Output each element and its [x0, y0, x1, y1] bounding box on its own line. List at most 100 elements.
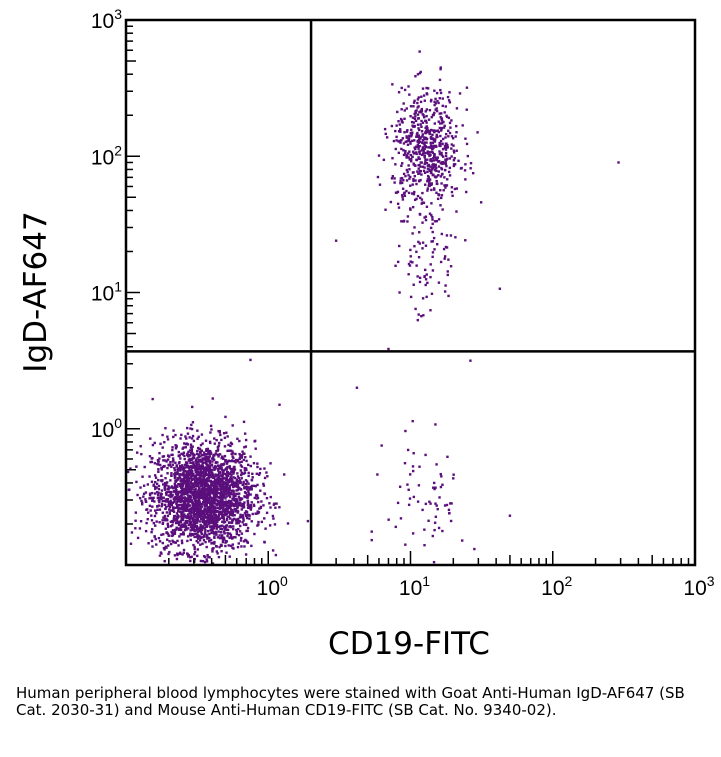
event-dot	[198, 481, 202, 485]
event-dot	[464, 163, 467, 166]
event-dot	[221, 478, 224, 482]
event-dot	[200, 494, 204, 497]
event-dot	[227, 443, 230, 447]
event-dot	[184, 442, 188, 446]
event-dot	[204, 530, 207, 533]
event-dot	[186, 481, 189, 484]
event-dot	[181, 482, 184, 485]
event-dot	[163, 481, 167, 485]
event-dot	[181, 487, 184, 490]
event-dot	[408, 93, 411, 96]
event-dot	[206, 553, 209, 557]
event-dot	[210, 496, 213, 500]
y-tick-label: 102	[91, 142, 122, 169]
event-dot	[183, 501, 187, 505]
event-dot	[418, 71, 422, 75]
event-dot	[193, 550, 197, 554]
event-dot	[151, 528, 154, 531]
event-dot	[199, 559, 203, 563]
event-dot	[197, 459, 201, 463]
event-dot	[426, 87, 430, 90]
event-dot	[194, 503, 197, 507]
event-dot	[169, 479, 172, 482]
event-dot	[421, 241, 425, 244]
event-dot	[382, 158, 386, 162]
event-dot	[154, 509, 157, 512]
event-dot	[191, 465, 195, 468]
event-dot	[410, 120, 414, 124]
event-dot	[400, 147, 403, 151]
event-dot	[148, 455, 152, 458]
event-dot	[181, 453, 185, 456]
event-dot	[223, 491, 226, 494]
event-dot	[260, 500, 263, 503]
event-dot	[224, 524, 228, 528]
event-dot	[219, 493, 222, 497]
event-dot	[445, 503, 449, 507]
event-dot	[286, 522, 290, 525]
event-dot	[402, 178, 405, 182]
event-dot	[215, 504, 218, 507]
event-dot	[146, 483, 150, 486]
event-dot	[423, 544, 426, 547]
event-dot	[195, 525, 199, 528]
event-dot	[427, 146, 430, 149]
event-dot	[175, 465, 179, 468]
event-dot	[181, 490, 184, 494]
event-dot	[220, 468, 224, 471]
event-dot	[207, 473, 210, 477]
event-dot	[193, 465, 197, 468]
event-dot	[452, 473, 455, 476]
event-dot	[135, 465, 138, 468]
event-dot	[404, 140, 407, 144]
event-dot	[205, 516, 208, 519]
event-dot	[233, 517, 236, 521]
event-dot	[238, 461, 241, 464]
event-dot	[163, 548, 166, 551]
event-dot	[224, 503, 227, 507]
event-dot	[229, 513, 232, 516]
event-dot	[218, 507, 221, 511]
event-dot	[180, 541, 184, 545]
event-dot	[196, 541, 200, 544]
event-dot	[259, 489, 262, 492]
event-dot	[235, 480, 238, 484]
event-dot	[168, 540, 171, 543]
event-dot	[413, 226, 416, 229]
event-dot	[187, 502, 190, 506]
event-dot	[202, 453, 205, 457]
event-dot	[152, 483, 155, 486]
event-dot	[144, 498, 147, 501]
event-dot	[419, 123, 422, 126]
event-dot	[237, 503, 240, 506]
event-dot	[240, 536, 243, 540]
event-dot	[408, 473, 412, 476]
event-dot	[406, 448, 410, 452]
event-dot	[241, 450, 244, 453]
event-dot	[210, 521, 213, 525]
event-dot	[173, 482, 177, 485]
event-dot	[229, 500, 233, 503]
event-dot	[167, 504, 170, 508]
event-dot	[444, 284, 447, 287]
event-dot	[263, 541, 266, 544]
event-dot	[196, 516, 199, 519]
event-dot	[202, 458, 205, 461]
event-dot	[418, 212, 422, 216]
event-dot	[424, 502, 428, 506]
event-dot	[263, 492, 267, 496]
event-dot	[256, 496, 260, 500]
event-dot	[443, 504, 447, 507]
event-dot	[429, 145, 433, 149]
event-dot	[617, 161, 620, 164]
event-dot	[228, 465, 231, 468]
event-dot	[182, 525, 186, 528]
event-dot	[179, 483, 182, 486]
event-dot	[209, 538, 213, 542]
event-dot	[196, 437, 199, 440]
event-dot	[255, 512, 258, 515]
event-dot	[162, 459, 165, 462]
event-dot	[184, 435, 187, 438]
event-dot	[423, 99, 426, 102]
event-dot	[208, 452, 211, 456]
